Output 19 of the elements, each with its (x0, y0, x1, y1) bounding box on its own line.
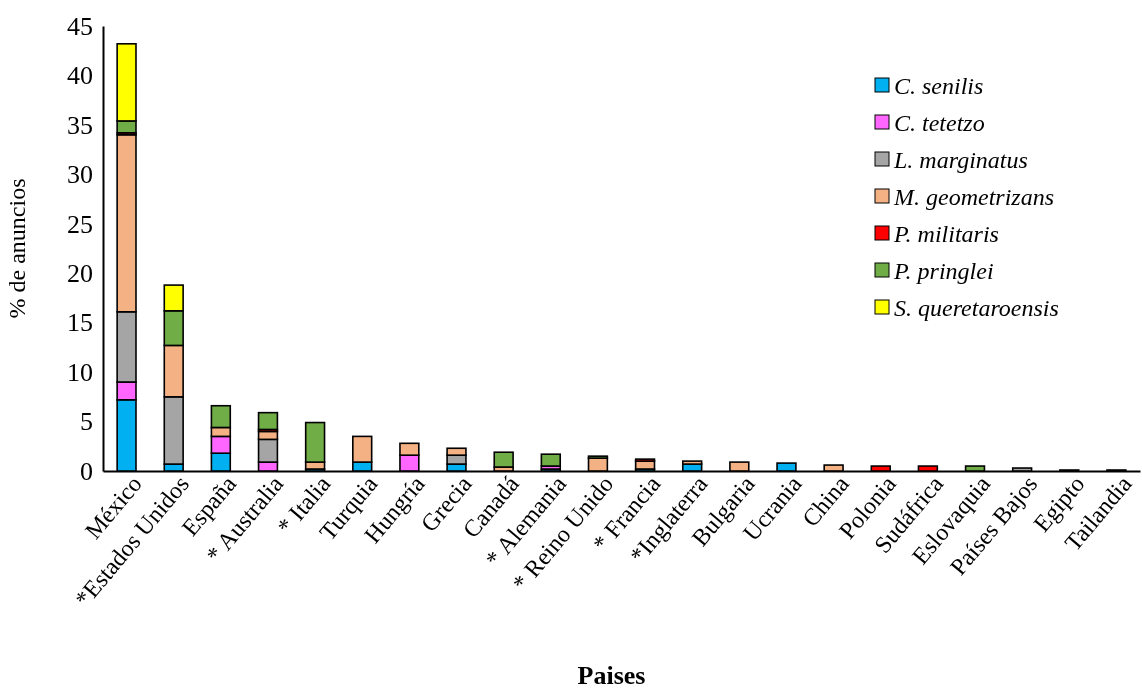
legend-label: C. tetetzo (894, 110, 985, 137)
y-tick-label: 10 (67, 357, 93, 387)
y-tick-label: 40 (67, 61, 93, 91)
y-tick-label: 45 (67, 11, 93, 41)
y-tick-label: 15 (67, 308, 93, 338)
y-tick-label: 5 (80, 407, 93, 437)
y-tick-label: 0 (80, 456, 93, 486)
y-tick-label: 30 (67, 160, 93, 190)
y-tick-label: 35 (67, 110, 93, 140)
y-axis-title: % de anuncios (4, 178, 30, 319)
legend-label: L. marginatus (893, 147, 1028, 174)
legend-label: P. militaris (893, 221, 999, 248)
legend-label: C. senilis (894, 73, 984, 100)
x-axis-title: Paises (577, 661, 646, 690)
legend-label: P. pringlei (893, 258, 994, 285)
legend-label: M. geometrizans (893, 184, 1054, 211)
y-tick-label: 20 (67, 259, 93, 289)
legend-label: S. queretaroensis (894, 295, 1059, 322)
y-tick-label: 25 (67, 209, 93, 239)
